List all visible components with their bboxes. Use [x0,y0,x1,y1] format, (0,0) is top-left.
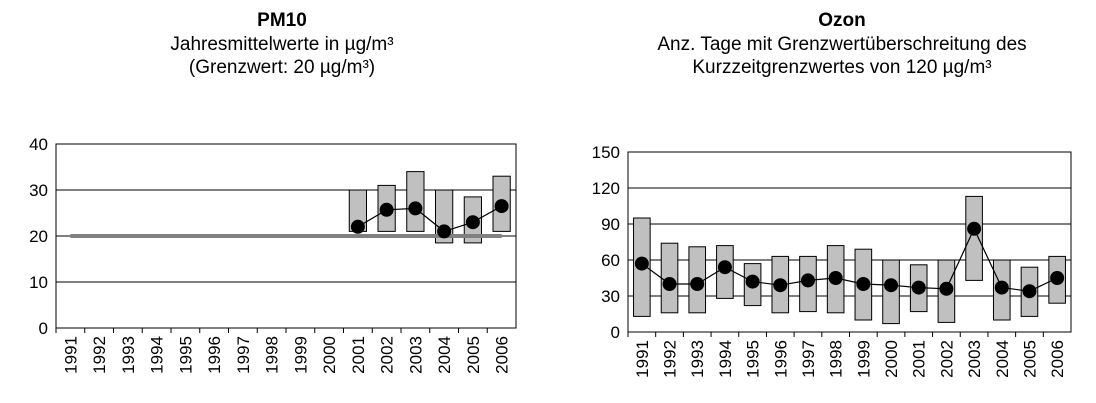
x-tick-label: 1994 [716,340,735,378]
x-tick-label: 1997 [799,340,818,378]
x-tick-label: 1998 [827,340,846,378]
y-tick-label: 150 [592,143,620,162]
mean-dot [911,280,926,295]
y-tick-label: 0 [611,323,620,342]
x-tick-label: 1995 [176,336,195,374]
chart-title: PM10 [257,10,307,31]
x-tick-label: 1996 [205,336,224,374]
y-tick-label: 30 [29,181,48,200]
x-tick-label: 2002 [937,340,956,378]
chart-subtitle: (Grenzwert: 20 µg/m³) [189,57,375,78]
mean-dot [1050,271,1065,285]
y-tick-label: 0 [39,319,48,338]
mean-dot [662,277,677,291]
x-tick-label: 1999 [291,336,310,374]
y-tick-label: 90 [601,215,620,234]
x-tick-label: 1996 [771,340,790,378]
mean-dot [634,256,649,271]
x-tick-label: 2005 [1020,340,1039,378]
x-tick-label: 1993 [119,336,138,374]
mean-dot [939,281,954,296]
y-tick-label: 120 [592,179,620,198]
mean-dot [800,273,815,288]
x-tick-label: 2003 [965,340,984,378]
mean-dot [856,277,871,291]
mean-dot [690,277,705,291]
chart-subtitle: Anz. Tage mit Grenzwertüberschreitung de… [657,34,1026,55]
x-tick-label: 2001 [349,336,368,374]
mean-dot [967,221,982,236]
y-tick-label: 40 [29,135,48,154]
mean-dot [745,274,760,289]
x-tick-label: 1992 [661,340,680,378]
x-tick-label: 1998 [263,336,282,374]
mean-dot [1022,284,1037,299]
x-tick-label: 1991 [61,336,80,374]
x-tick-label: 2005 [464,336,483,374]
chart-subtitle: Kurzzeitgrenzwertes von 120 µg/m³ [692,57,991,78]
mean-dot [465,215,480,230]
y-tick-label: 20 [29,227,48,246]
x-tick-label: 1994 [148,336,167,374]
x-tick-label: 1995 [744,340,763,378]
x-tick-label: 2002 [378,336,397,374]
x-tick-label: 1997 [234,336,253,374]
x-tick-label: 2006 [1048,340,1067,378]
mean-dot [408,201,423,216]
range-bar [965,195,983,281]
mean-line [641,227,1058,292]
x-tick-label: 2004 [993,340,1012,378]
y-tick-label: 60 [601,251,620,270]
mean-dot [494,199,509,214]
x-tick-label: 1992 [90,336,109,374]
x-tick-label: 2003 [406,336,425,374]
x-tick-label: 1999 [854,340,873,378]
mean-dot [994,280,1009,295]
x-tick-label: 2006 [493,336,512,374]
x-tick-label: 2000 [882,340,901,378]
mean-dot [717,260,732,275]
mean-dot [884,278,899,293]
chart-subtitle: Jahresmittelwerte in µg/m³ [170,34,393,55]
mean-dot [828,271,843,285]
x-tick-label: 2004 [435,336,454,374]
mean-dot [773,278,788,293]
x-tick-label: 1991 [633,340,652,378]
mean-dot [437,224,452,239]
y-tick-label: 30 [601,287,620,306]
x-tick-label: 1993 [688,340,707,378]
mean-dot [379,202,394,217]
x-tick-label: 2000 [320,336,339,374]
chart-title: Ozon [818,10,866,31]
y-tick-label: 10 [29,273,48,292]
x-tick-label: 2001 [910,340,929,378]
mean-dot [350,219,365,234]
